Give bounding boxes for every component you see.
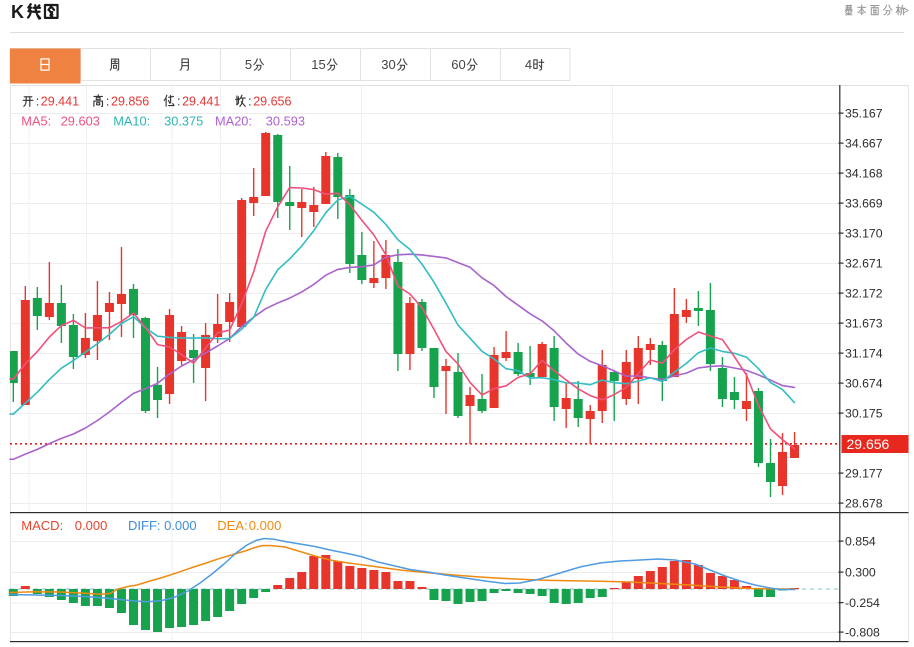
svg-text:-0.254: -0.254 bbox=[845, 596, 880, 610]
svg-text:MA20:: MA20: bbox=[215, 113, 252, 128]
svg-text:6: 6 bbox=[451, 57, 458, 72]
svg-text:0: 0 bbox=[459, 57, 466, 72]
svg-text:34.667: 34.667 bbox=[845, 137, 883, 151]
svg-text:29.603: 29.603 bbox=[61, 113, 100, 128]
svg-text:33.170: 33.170 bbox=[845, 227, 883, 241]
svg-text:29.441: 29.441 bbox=[41, 95, 79, 109]
svg-text:0.000: 0.000 bbox=[75, 518, 108, 533]
svg-text:30.175: 30.175 bbox=[845, 407, 883, 421]
svg-text:29.177: 29.177 bbox=[845, 467, 883, 481]
svg-text:29.441: 29.441 bbox=[182, 95, 220, 109]
svg-text:30.674: 30.674 bbox=[845, 377, 883, 391]
svg-text:31.673: 31.673 bbox=[845, 317, 883, 331]
svg-text:30.375: 30.375 bbox=[164, 113, 203, 128]
svg-text:DEA:: DEA: bbox=[217, 518, 247, 533]
svg-text:1: 1 bbox=[311, 57, 318, 72]
svg-text:5: 5 bbox=[319, 57, 326, 72]
svg-text:DIFF:: DIFF: bbox=[128, 518, 161, 533]
svg-text:4: 4 bbox=[525, 57, 532, 72]
svg-text:28.678: 28.678 bbox=[845, 497, 883, 511]
svg-text:29.656: 29.656 bbox=[847, 436, 890, 452]
svg-text:0: 0 bbox=[389, 57, 396, 72]
svg-text:0.854: 0.854 bbox=[845, 535, 876, 549]
svg-text:29.856: 29.856 bbox=[111, 95, 149, 109]
svg-text:5: 5 bbox=[245, 57, 252, 72]
svg-text:31.174: 31.174 bbox=[845, 347, 883, 361]
svg-text:-0.808: -0.808 bbox=[845, 626, 880, 640]
svg-text:0.000: 0.000 bbox=[164, 518, 197, 533]
svg-text::: : bbox=[248, 95, 251, 109]
svg-text:32.172: 32.172 bbox=[845, 287, 883, 301]
svg-text:K: K bbox=[11, 2, 24, 22]
svg-text:MA5:: MA5: bbox=[21, 113, 51, 128]
svg-text::: : bbox=[36, 95, 39, 109]
svg-text:29.656: 29.656 bbox=[253, 95, 291, 109]
svg-text:34.168: 34.168 bbox=[845, 167, 883, 181]
svg-text:35.167: 35.167 bbox=[845, 107, 883, 121]
svg-text::: : bbox=[106, 95, 109, 109]
svg-text:0.300: 0.300 bbox=[845, 566, 876, 580]
svg-text::: : bbox=[177, 95, 180, 109]
svg-text:MACD:: MACD: bbox=[21, 518, 63, 533]
svg-text:3: 3 bbox=[381, 57, 388, 72]
svg-text:32.671: 32.671 bbox=[845, 257, 883, 271]
svg-text:>: > bbox=[902, 4, 909, 18]
svg-text:MA10:: MA10: bbox=[113, 113, 150, 128]
svg-text:30.593: 30.593 bbox=[266, 113, 305, 128]
svg-text:33.669: 33.669 bbox=[845, 197, 883, 211]
svg-text:0.000: 0.000 bbox=[249, 518, 282, 533]
